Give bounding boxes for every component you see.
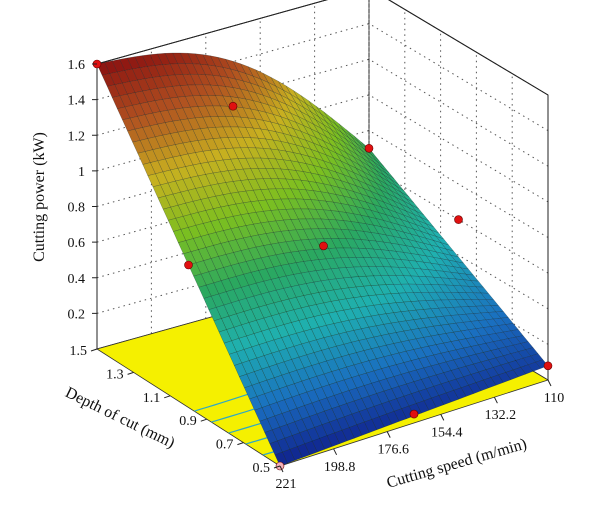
y-tick-label: 0.7 [216, 438, 234, 453]
y-tick-label: 0.9 [179, 414, 197, 429]
y-tick-mark [237, 442, 244, 446]
design-point [184, 260, 193, 270]
x-tick-mark [279, 465, 284, 473]
x-tick-label: 176.6 [377, 443, 409, 458]
x-axis-ticks: 221 198.8 176.6 154.4 132.2 110 [276, 379, 564, 492]
y-tick-mark [273, 465, 281, 469]
response-surface [96, 52, 549, 467]
x-tick-label: 198.8 [324, 460, 356, 475]
y-tick-label: 0.5 [253, 461, 271, 476]
x-tick-mark [333, 448, 338, 456]
z-tick-label: 1.6 [68, 58, 86, 73]
x-tick-mark [386, 431, 391, 438]
z-tick-label: 1.4 [68, 94, 86, 109]
design-point [319, 241, 328, 251]
z-gridline [96, 236, 549, 345]
y-tick-label: 1.5 [70, 344, 88, 359]
z-tick-label: 0.6 [68, 236, 86, 251]
z-axis-title: Cutting power (kW) [31, 132, 48, 262]
z-tick-label: 1.2 [68, 129, 86, 144]
y-tick-mark [200, 418, 207, 422]
design-point [409, 409, 419, 419]
x-tick-label: 110 [544, 391, 564, 406]
design-points [92, 59, 553, 471]
x-tick-mark [440, 414, 445, 421]
z-axis-ticks: 0.2 0.4 0.6 0.8 1 1.2 1.4 1.6 [68, 58, 97, 322]
z-tick-label: 0.8 [68, 201, 86, 216]
top-edge-line [96, 0, 549, 96]
x-tick-label: 221 [276, 477, 297, 492]
design-point [543, 361, 553, 371]
y-axis-ticks: 0.5 0.7 0.9 1.1 1.3 1.5 [70, 344, 281, 476]
x-tick-mark [547, 379, 552, 387]
z-tick-label: 1 [78, 165, 85, 180]
y-tick-mark [164, 395, 171, 399]
design-point [454, 215, 463, 224]
x-tick-label: 132.2 [485, 408, 517, 423]
x-tick-label: 154.4 [431, 425, 463, 440]
y-tick-mark [90, 348, 98, 352]
y-tick-label: 1.3 [106, 367, 124, 382]
y-tick-label: 1.1 [143, 391, 161, 406]
design-point [228, 101, 238, 111]
z-tick-label: 0.2 [68, 307, 86, 322]
y-tick-mark [127, 371, 134, 375]
x-tick-mark [493, 396, 498, 404]
design-point [364, 144, 374, 153]
z-tick-label: 0.4 [68, 272, 86, 287]
